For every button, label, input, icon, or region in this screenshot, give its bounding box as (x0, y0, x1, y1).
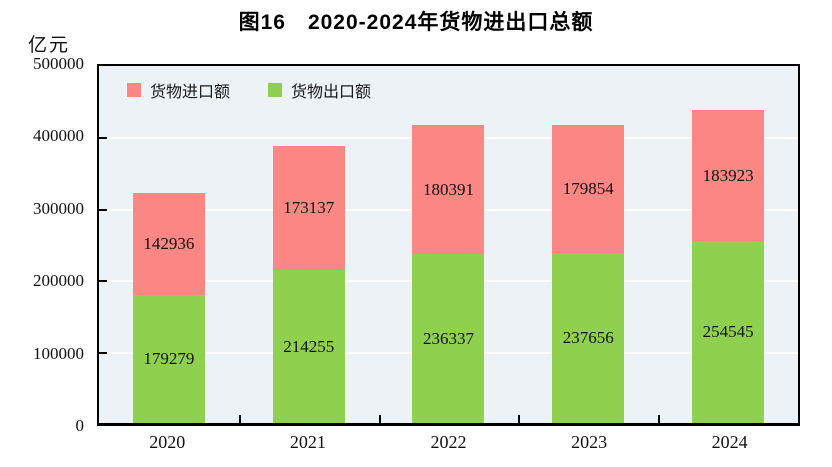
y-tick-label: 0 (75, 416, 85, 435)
bar-group-2022: 180391 236337 (379, 66, 519, 423)
y-tick-label: 500000 (33, 54, 84, 73)
x-axis-tick-mark (238, 415, 241, 423)
y-axis-tick-mark (99, 208, 107, 211)
y-axis-unit-label: 亿元 (28, 35, 71, 56)
import-segment: 173137 (272, 146, 345, 271)
y-tick-label: 200000 (33, 271, 84, 291)
stacked-bar: 142936 179279 (132, 66, 205, 423)
stacked-bar: 173137 214255 (272, 66, 345, 423)
export-segment: 214255 (272, 270, 345, 423)
x-tick-label: 2022 (430, 432, 467, 452)
y-axis-tick-mark (99, 351, 107, 354)
export-segment: 237656 (552, 253, 625, 423)
x-tick-label: 2024 (711, 432, 748, 452)
imports-legend-label: 货物进口额 (150, 84, 231, 101)
export-value-label: 179279 (143, 349, 195, 368)
export-segment: 254545 (692, 241, 765, 423)
y-tick-label: 100000 (33, 343, 84, 363)
bar-group-2024: 183923 254545 (658, 66, 798, 423)
exports-legend-label: 货物出口额 (291, 84, 372, 101)
stacked-bar: 183923 254545 (692, 66, 765, 423)
x-axis-tick-mark (518, 415, 521, 423)
x-tick-label: 2023 (571, 432, 608, 452)
export-value-label: 236337 (422, 328, 474, 348)
import-segment: 180391 (412, 125, 485, 255)
import-segment: 142936 (132, 192, 205, 295)
legend: 货物进口额 货物出口额 (127, 78, 371, 102)
y-axis-tick-mark (99, 280, 107, 283)
bar-group-2020: 142936 179279 (99, 66, 239, 423)
export-segment: 236337 (412, 254, 485, 423)
plot-area: 142936 179279 173137 214255 180391 23633… (97, 64, 800, 426)
chart-title: 图16 2020-2024年货物进出口总额 (238, 11, 594, 34)
x-axis-tick-mark (658, 415, 661, 423)
bar-group-2023: 179854 237656 (518, 66, 658, 423)
exports-legend-swatch (268, 83, 283, 97)
x-tick-label: 2020 (149, 432, 186, 452)
bar-group-2021: 173137 214255 (239, 66, 379, 423)
y-axis-tick-labels: 500000 400000 300000 200000 100000 0 (0, 54, 90, 435)
legend-entry-imports: 货物进口额 (127, 78, 230, 102)
x-axis-tick-mark (378, 415, 381, 423)
import-value-label: 173137 (283, 198, 335, 218)
x-tick-label: 2021 (289, 432, 326, 452)
export-value-label: 214255 (283, 336, 335, 356)
import-value-label: 183923 (702, 165, 754, 185)
stacked-bar: 179854 237656 (552, 66, 625, 423)
legend-entry-exports: 货物出口额 (268, 78, 371, 102)
y-tick-label: 400000 (33, 126, 84, 146)
export-segment: 179279 (132, 295, 205, 423)
export-value-label: 254545 (702, 322, 754, 342)
import-segment: 179854 (552, 124, 625, 254)
y-axis-tick-mark (99, 137, 107, 140)
import-value-label: 142936 (143, 233, 195, 253)
bar-series-container: 142936 179279 173137 214255 180391 23633… (99, 66, 798, 423)
import-segment: 183923 (692, 109, 765, 242)
import-value-label: 179854 (562, 179, 614, 199)
stacked-bar: 180391 236337 (412, 66, 485, 423)
x-axis-tick-labels: 2020 2021 2022 2023 2024 (97, 432, 800, 453)
import-value-label: 180391 (422, 179, 474, 199)
imports-legend-swatch (127, 83, 141, 97)
export-value-label: 237656 (562, 328, 614, 348)
y-tick-label: 300000 (33, 198, 84, 218)
